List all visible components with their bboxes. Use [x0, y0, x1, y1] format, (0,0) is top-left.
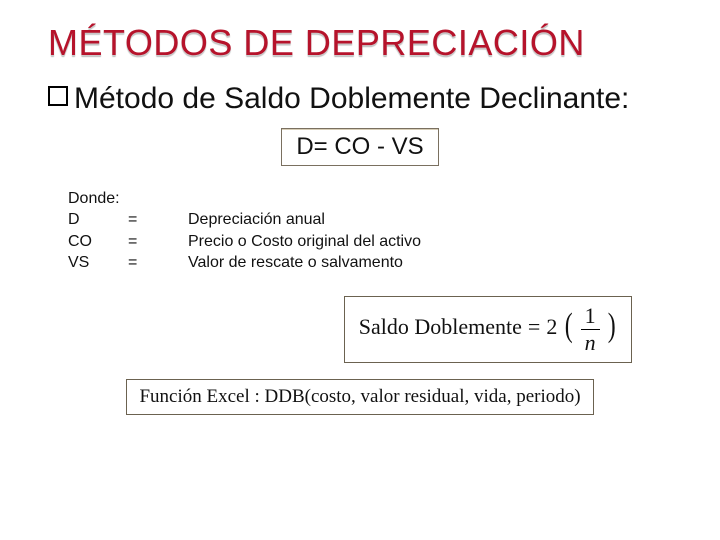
excel-function-box: Función Excel : DDB(costo, valor residua… [126, 379, 593, 415]
equation-box: Saldo Doblemente = 2 ( 1 n ) [344, 296, 632, 363]
legend-equals: = [128, 252, 188, 274]
equation-lhs: Saldo Doblemente [359, 314, 522, 340]
legend-symbol: CO [68, 231, 128, 253]
subtitle-row: Método de Saldo Doblemente Declinante: [48, 80, 672, 118]
excel-container: Función Excel : DDB(costo, valor residua… [48, 379, 672, 415]
legend-row: CO = Precio o Costo original del activo [68, 231, 672, 253]
paren-close-icon: ) [607, 311, 615, 342]
legend-equals: = [128, 209, 188, 231]
paren-open-icon: ( [565, 311, 573, 342]
legend-row: VS = Valor de rescate o salvamento [68, 252, 672, 274]
equation-equals: = [528, 314, 540, 340]
legend-definition: Depreciación anual [188, 209, 672, 231]
legend-symbol: VS [68, 252, 128, 274]
bullet-checkbox-icon [48, 86, 68, 106]
legend-block: Donde: D = Depreciación anual CO = Preci… [68, 188, 672, 274]
equation-coef: 2 [546, 314, 557, 340]
equation-container: Saldo Doblemente = 2 ( 1 n ) [48, 296, 672, 363]
legend-equals: = [128, 231, 188, 253]
subtitle-text: Método de Saldo Doblemente Declinante: [74, 80, 672, 118]
equation-fraction: 1 n [581, 305, 600, 354]
fraction-numerator: 1 [581, 305, 600, 330]
legend-definition: Precio o Costo original del activo [188, 231, 672, 253]
formula-container: D= CO - VS [48, 128, 672, 166]
legend-definition: Valor de rescate o salvamento [188, 252, 672, 274]
legend-symbol: D [68, 209, 128, 231]
fraction-denominator: n [581, 330, 600, 354]
slide-title: MÉTODOS DE DEPRECIACIÓN [48, 22, 672, 64]
legend-row: D = Depreciación anual [68, 209, 672, 231]
formula-box: D= CO - VS [281, 128, 438, 166]
legend-header: Donde: [68, 188, 672, 210]
